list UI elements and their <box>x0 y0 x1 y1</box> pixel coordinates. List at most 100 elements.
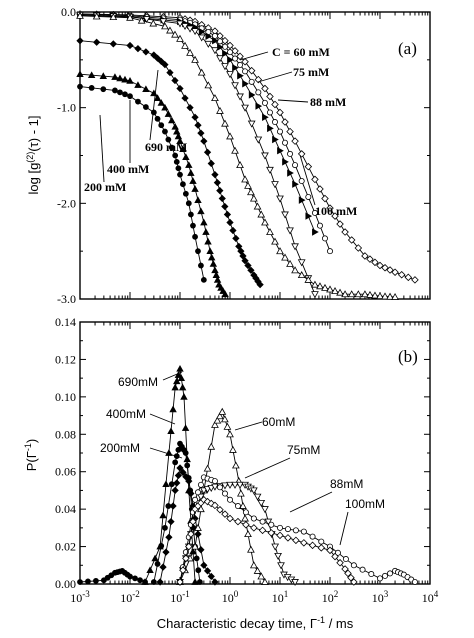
data-point-60mm <box>223 422 232 430</box>
leader-b-200 <box>149 447 183 459</box>
data-point-100mm <box>276 531 284 540</box>
data-point-100-mm <box>241 104 249 112</box>
data-point-100-mm <box>142 16 151 24</box>
data-point-88-mm <box>242 80 249 88</box>
data-point-60mm <box>220 415 229 423</box>
data-point-extra <box>122 91 128 98</box>
data-point-60mm <box>247 545 255 553</box>
data-point-60mm <box>244 530 252 538</box>
data-point-100mm <box>347 573 355 582</box>
data-point-c-60-mm <box>397 270 406 279</box>
panel-a-label: (a) <box>398 39 417 58</box>
data-point-75mm <box>271 543 280 551</box>
data-point-extra <box>168 144 175 151</box>
data-point-200-mm <box>176 137 184 145</box>
data-point-75mm <box>236 481 244 489</box>
panel-b-y-axis-label: P(Γ-1) <box>23 439 39 472</box>
data-point-c-60-mm <box>366 255 374 263</box>
data-point-200-mm <box>206 247 214 255</box>
data-point-200-mm <box>171 122 179 130</box>
data-point-extra <box>150 109 157 116</box>
data-point-100-mm <box>159 18 168 26</box>
annotation-c88: 88 mM <box>310 95 346 109</box>
data-point-690mm <box>178 383 187 391</box>
y-tick-label: -2.0 <box>57 196 76 210</box>
data-point-88-mm <box>205 32 213 40</box>
data-point-200-mm <box>182 153 190 160</box>
data-point-88mm <box>368 571 375 578</box>
data-point-690-mm <box>304 275 313 283</box>
data-point-400-mm <box>142 48 150 56</box>
data-point-690-mm <box>76 11 84 19</box>
data-point-200-mm <box>150 89 158 97</box>
data-point-75-mm <box>255 89 262 96</box>
data-point-c-60-mm <box>231 47 239 55</box>
data-point-extra <box>143 104 149 110</box>
data-point-88-mm <box>272 135 279 144</box>
data-point-400-mm <box>256 281 264 289</box>
data-point-100mm <box>326 546 334 555</box>
data-point-75-mm <box>211 32 218 39</box>
leader-b-75 <box>244 457 291 479</box>
data-point-100-mm <box>226 71 234 79</box>
data-point-75-mm <box>216 38 223 45</box>
data-point-690-mm <box>149 19 158 27</box>
data-point-400-mm <box>93 38 101 46</box>
data-point-200-mm <box>157 99 165 106</box>
data-point-200mm <box>185 477 193 485</box>
data-point-88mm <box>276 524 283 531</box>
data-point-60mm <box>211 420 219 428</box>
data-point-200-mm <box>161 103 169 111</box>
data-point-88mm <box>242 509 249 516</box>
series-line-100mm <box>179 499 355 583</box>
data-point-c-60-mm <box>276 108 284 117</box>
data-point-690-mm <box>236 161 244 169</box>
annotation-b-100: 100mM <box>345 497 385 511</box>
data-point-extra <box>185 200 192 207</box>
data-point-200mm <box>162 548 170 556</box>
data-point-400-mm <box>197 129 205 137</box>
x-tick-label: 103 <box>372 589 389 605</box>
annotation-c100: 100 mM <box>315 204 357 218</box>
annotation-b-400: 400mM <box>106 407 146 421</box>
data-point-88-mm <box>222 49 229 58</box>
panel-b-series <box>77 364 418 587</box>
data-point-400mm <box>172 459 179 466</box>
data-point-200-mm <box>187 169 195 176</box>
data-point-200mm <box>211 578 219 586</box>
data-point-690mm <box>151 554 159 562</box>
data-point-88-mm <box>248 91 256 99</box>
data-point-100mm <box>350 578 358 586</box>
data-point-75-mm <box>311 209 318 216</box>
data-point-400mm <box>196 579 203 585</box>
annotation-c400: 400 mM <box>107 162 149 176</box>
data-point-75mm <box>249 487 258 495</box>
annotation-b-60: 60mM <box>262 415 295 429</box>
data-point-c-60-mm <box>311 175 319 184</box>
data-point-extra <box>195 248 201 255</box>
annotation-c690: 690 mM <box>145 140 187 154</box>
data-point-75-mm <box>248 78 255 85</box>
data-point-extra <box>135 98 141 105</box>
series-line-75-mm <box>79 13 331 252</box>
data-point-200mm <box>200 561 208 569</box>
y-tick-label: 0.08 <box>55 427 76 441</box>
data-point-100-mm <box>281 211 289 219</box>
data-point-400-mm <box>221 202 229 211</box>
leader-c75 <box>257 71 293 83</box>
data-point-100mm <box>216 506 224 514</box>
data-point-400-mm <box>247 266 255 274</box>
data-point-extra <box>187 211 194 218</box>
leader-c60 <box>239 51 269 61</box>
data-point-88-mm <box>277 147 284 155</box>
data-point-400-mm <box>203 148 212 156</box>
data-point-690-mm <box>271 237 279 245</box>
data-point-100-mm <box>291 243 299 251</box>
data-point-75-mm <box>316 222 323 229</box>
data-point-100-mm <box>311 291 319 299</box>
data-point-690-mm <box>181 41 189 49</box>
data-point-88mm <box>342 556 349 563</box>
data-point-690-mm <box>241 175 249 183</box>
data-point-75-mm <box>237 61 244 68</box>
data-point-60mm <box>237 489 245 497</box>
